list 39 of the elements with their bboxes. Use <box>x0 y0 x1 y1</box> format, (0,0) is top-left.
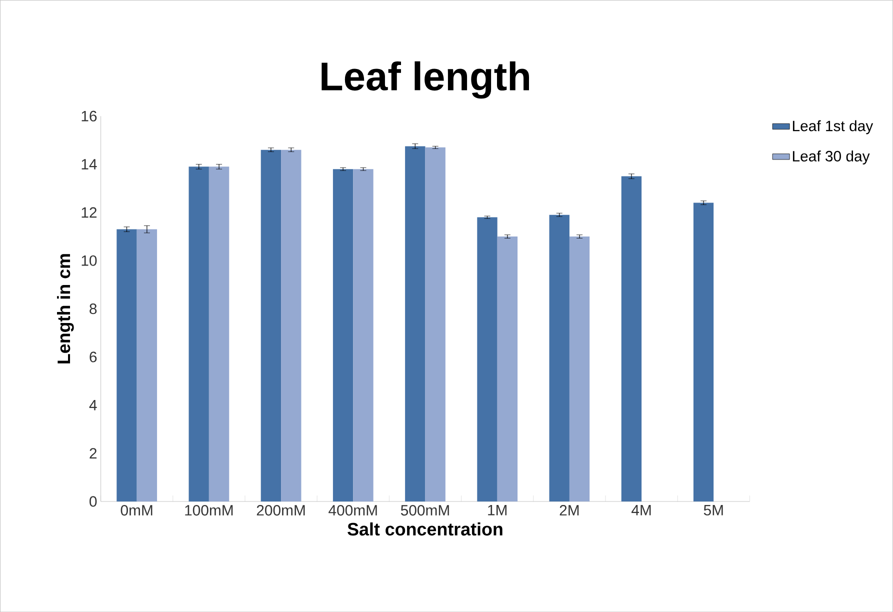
y-axis-title: Length in cm <box>57 254 74 364</box>
bar <box>116 229 137 502</box>
bar <box>693 202 714 502</box>
y-tick-label: 16 <box>82 110 97 122</box>
x-tick-label: 100mM <box>185 504 233 516</box>
chart-title: Leaf length <box>322 61 529 99</box>
y-tick-label: 4 <box>89 400 97 410</box>
bar <box>260 150 282 502</box>
x-tick-label: 1M <box>488 504 506 516</box>
x-tick-label: 2M <box>560 504 579 516</box>
y-tick-label: 10 <box>82 255 97 266</box>
bar <box>353 168 374 502</box>
y-tick-label: 2 <box>90 448 97 458</box>
y-tick-label: 8 <box>90 303 97 314</box>
bar <box>477 217 498 502</box>
x-tick-label: 200mM <box>256 504 305 516</box>
bar <box>332 168 354 502</box>
y-tick-label: 12 <box>82 207 97 218</box>
bar <box>208 166 230 502</box>
bar <box>425 147 446 502</box>
bar <box>497 236 518 502</box>
bar <box>281 150 302 502</box>
x-tick-label: 400mM <box>328 504 377 516</box>
x-tick-label: 4M <box>632 504 651 516</box>
legend-label: Leaf 30 day <box>792 150 870 164</box>
bar <box>405 146 426 502</box>
bar <box>549 214 570 502</box>
y-tick-label: 0 <box>90 496 97 507</box>
x-tick-label: 5M <box>704 504 723 516</box>
bar <box>621 176 642 502</box>
bar <box>188 166 209 502</box>
bar <box>136 229 158 502</box>
x-tick-label: 500mM <box>400 504 449 516</box>
bar <box>569 236 590 502</box>
x-axis-title: Salt concentration <box>348 522 502 536</box>
y-tick-label: 6 <box>90 352 97 362</box>
legend-label: Leaf 1st day <box>792 120 874 134</box>
y-tick-label: 14 <box>82 159 97 170</box>
x-tick-label: 0mM <box>120 504 152 516</box>
